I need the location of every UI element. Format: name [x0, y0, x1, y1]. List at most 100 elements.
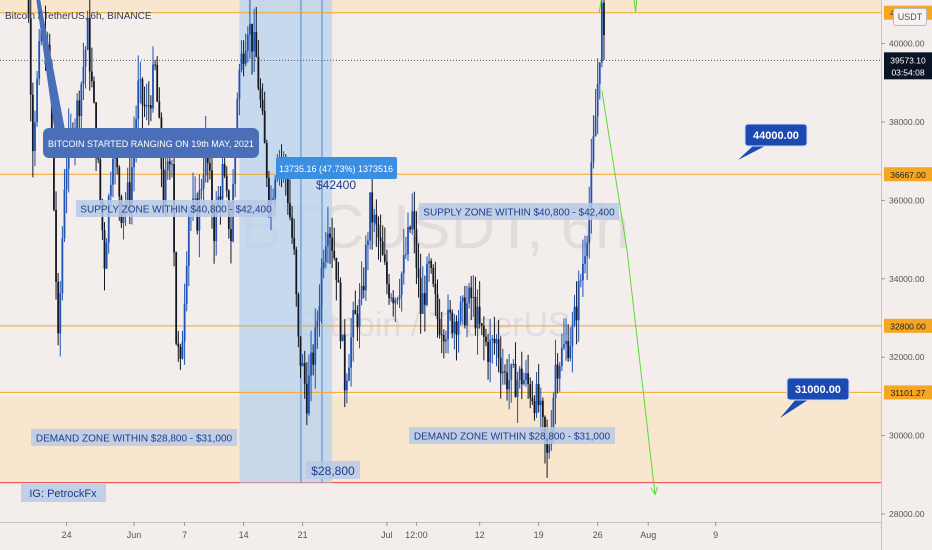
- candle-body: [383, 254, 386, 262]
- candle-body: [531, 397, 534, 402]
- candle-body: [582, 263, 584, 281]
- candle-body: [411, 211, 414, 230]
- candle-body: [139, 79, 142, 81]
- candle-body: [246, 34, 249, 51]
- candle-body: [588, 209, 591, 243]
- candle-body: [333, 250, 336, 258]
- currency-button[interactable]: USDT: [893, 8, 927, 26]
- candle-body: [122, 211, 125, 223]
- candle-body: [295, 249, 298, 295]
- current-price-countdown: 03:54:08: [891, 67, 924, 77]
- candle-body: [90, 71, 93, 82]
- candle-body: [215, 205, 218, 242]
- measure-bottom-bg: [306, 461, 360, 479]
- target-box-target_down: [786, 377, 850, 401]
- candle-body: [141, 79, 144, 105]
- candle-body: [171, 164, 173, 166]
- candle-body: [179, 346, 182, 359]
- candle-body: [575, 306, 578, 321]
- target-text-target_down: 31000.00: [795, 384, 841, 396]
- callout-pointer: [36, 0, 70, 156]
- candle-body: [152, 64, 154, 109]
- time-axis: 24 Jun 7 14 21 Jul 12:00 12 19 26 Aug 9: [0, 522, 881, 550]
- measure-top-label: $42400: [316, 178, 356, 192]
- candle-body: [263, 111, 266, 144]
- candle-body: [480, 323, 483, 326]
- candle-body: [468, 287, 471, 304]
- candle-body: [354, 309, 357, 315]
- candle-body: [343, 334, 346, 391]
- candle-body: [301, 362, 304, 366]
- zone-label-bg: [409, 427, 615, 444]
- candle-body: [211, 170, 213, 214]
- candle-body: [126, 182, 129, 203]
- candle-body: [415, 229, 418, 269]
- candle-body: [369, 192, 371, 241]
- candle-body: [168, 161, 171, 165]
- candle-body: [31, 94, 34, 152]
- candle-body: [274, 179, 277, 199]
- candle-body: [162, 169, 165, 206]
- candle-body: [552, 397, 555, 434]
- zone-label-bg: [31, 429, 237, 446]
- candle-body: [514, 363, 517, 397]
- signature-bg: [21, 484, 106, 502]
- candle-body: [377, 224, 380, 238]
- candle-body: [474, 296, 477, 329]
- candle-body: [577, 281, 580, 321]
- candle-body: [337, 279, 340, 283]
- x-tick-label: Jun: [127, 530, 142, 540]
- candle-body: [520, 368, 523, 385]
- x-tick-label: Jul: [381, 530, 393, 540]
- zone-label-demand_left: DEMAND ZONE WITHIN $28,800 - $31,000: [36, 434, 233, 445]
- price-axis: 28000.00 30000.00 32000.00 34000.00 36000.00…: [881, 0, 932, 550]
- candle-body: [558, 366, 561, 379]
- x-tick-label: 21: [298, 530, 308, 540]
- candle-body: [350, 337, 352, 368]
- candle-body: [86, 17, 89, 50]
- candle-body: [434, 283, 437, 295]
- candle-body: [386, 261, 388, 284]
- candle-body: [149, 105, 152, 109]
- candle-body: [404, 254, 407, 256]
- projection-arrowhead-bearish: [650, 486, 659, 496]
- candle-body: [335, 257, 338, 280]
- candle-body: [327, 233, 329, 247]
- zone-label-supply_left: SUPPLY ZONE WITHIN $40,800 - $42,400: [80, 205, 272, 216]
- candle-body: [563, 344, 565, 348]
- measure-bottom-label: $28,800: [311, 464, 355, 478]
- candle-body: [242, 53, 245, 64]
- candle-body: [105, 242, 108, 269]
- candle-body: [27, 0, 30, 18]
- candle-body: [158, 101, 161, 118]
- zone-label-supply_right: SUPPLY ZONE WITHIN $40,800 - $42,400: [423, 208, 615, 219]
- candle-body: [61, 238, 64, 294]
- candle-body: [175, 252, 178, 344]
- candle-body: [183, 303, 186, 342]
- candle-body: [185, 266, 188, 304]
- candle-body: [244, 50, 247, 64]
- candle-body: [409, 227, 412, 230]
- candle-body: [489, 340, 492, 363]
- target-pointer-target_up: [738, 144, 769, 160]
- candle-body: [447, 309, 449, 340]
- candle-body: [268, 178, 270, 205]
- candle-body: [131, 167, 133, 206]
- x-tick-label: 24: [62, 530, 72, 540]
- candle-body: [194, 198, 197, 200]
- candle-body: [305, 383, 308, 414]
- candle-body: [53, 132, 55, 210]
- candle-body: [453, 321, 456, 334]
- candle-body: [428, 260, 430, 264]
- candle-body: [426, 263, 428, 305]
- candle-body: [394, 300, 397, 304]
- candle-body: [497, 339, 500, 358]
- candle-body: [590, 162, 593, 210]
- candle-body: [541, 400, 544, 418]
- candle-body: [234, 141, 237, 184]
- candle-body: [143, 104, 146, 107]
- candle-body: [57, 281, 60, 334]
- candle-body: [312, 352, 315, 365]
